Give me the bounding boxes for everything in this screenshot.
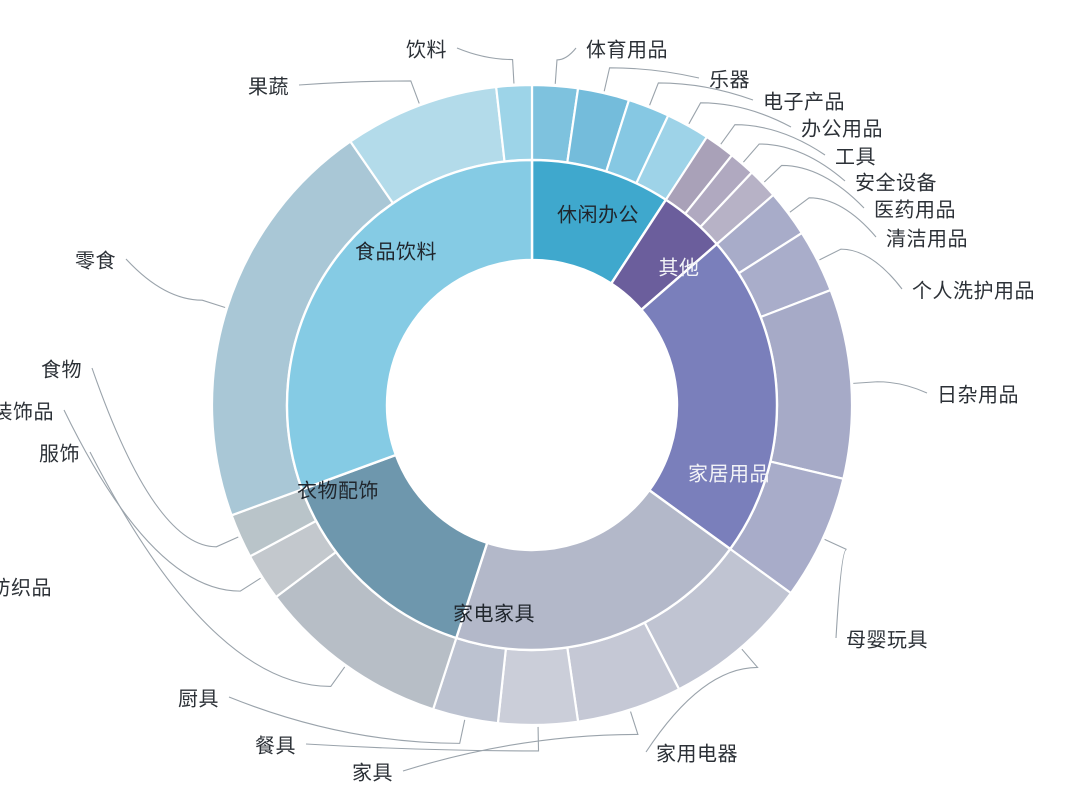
inner-segment-label: 其他 xyxy=(658,257,700,280)
leader-line xyxy=(649,82,754,106)
outer-segment-label: 衣物纺织品 xyxy=(0,577,52,600)
leader-line xyxy=(91,367,239,548)
outer-segment-label: 医药用品 xyxy=(874,199,956,222)
outer-segment-label: 清洁用品 xyxy=(886,228,968,251)
outer-segment-label: 体育用品 xyxy=(586,39,668,62)
inner-segment-label: 休闲办公 xyxy=(557,204,639,227)
outer-segment-label: 电子产品 xyxy=(763,91,845,114)
inner-ring-segment[interactable] xyxy=(285,158,534,491)
leader-line xyxy=(125,258,226,308)
leader-line xyxy=(853,381,928,394)
leader-line xyxy=(824,538,847,639)
inner-ring-group xyxy=(285,158,779,652)
outer-segment-label: 家用电器 xyxy=(656,743,738,766)
outer-segment-label: 果蔬 xyxy=(248,76,289,99)
outer-ring-segment[interactable] xyxy=(496,646,580,727)
inner-segment-label: 家电家具 xyxy=(453,603,535,626)
leader-line xyxy=(89,451,346,687)
leader-line xyxy=(456,47,515,84)
outer-segment-label: 食物 xyxy=(41,359,82,382)
outer-segment-label: 厨具 xyxy=(178,688,219,711)
leader-line xyxy=(688,102,792,128)
leader-line xyxy=(298,80,420,104)
leader-line xyxy=(819,248,903,290)
leader-line xyxy=(63,409,261,592)
leader-line xyxy=(645,648,759,753)
inner-ring-segment[interactable] xyxy=(639,242,779,551)
outer-segment-label: 装饰品 xyxy=(0,401,54,424)
leader-line xyxy=(603,67,700,92)
outer-segment-label: 乐器 xyxy=(709,69,750,92)
leader-line xyxy=(789,197,877,238)
outer-segment-label: 家具 xyxy=(352,762,393,785)
outer-segment-label: 日杂用品 xyxy=(937,384,1019,407)
outer-segment-label: 服饰 xyxy=(39,443,80,466)
outer-segment-label: 安全设备 xyxy=(855,172,937,195)
leader-line xyxy=(554,47,577,84)
leader-line xyxy=(743,143,846,182)
outer-segment-label: 零食 xyxy=(75,250,116,273)
leader-line xyxy=(720,124,826,156)
leader-lines-group xyxy=(63,47,928,772)
inner-segment-label: 衣物配饰 xyxy=(297,480,379,503)
outer-segment-label: 餐具 xyxy=(255,735,296,758)
leader-line xyxy=(228,696,466,744)
outer-segment-label: 办公用品 xyxy=(801,118,883,141)
leader-line xyxy=(305,726,540,752)
outer-segment-label: 个人洗护用品 xyxy=(912,280,1035,303)
outer-ring-group xyxy=(210,83,854,727)
inner-segment-label: 食品饮料 xyxy=(355,241,437,264)
outer-segment-label: 工具 xyxy=(835,146,876,169)
leader-line xyxy=(402,711,639,772)
leader-line xyxy=(763,164,865,209)
outer-segment-label: 母婴玩具 xyxy=(846,629,928,652)
outer-segment-label: 饮料 xyxy=(406,39,447,62)
inner-segment-label: 家居用品 xyxy=(688,463,770,486)
inner-ring-segment[interactable] xyxy=(454,488,732,652)
